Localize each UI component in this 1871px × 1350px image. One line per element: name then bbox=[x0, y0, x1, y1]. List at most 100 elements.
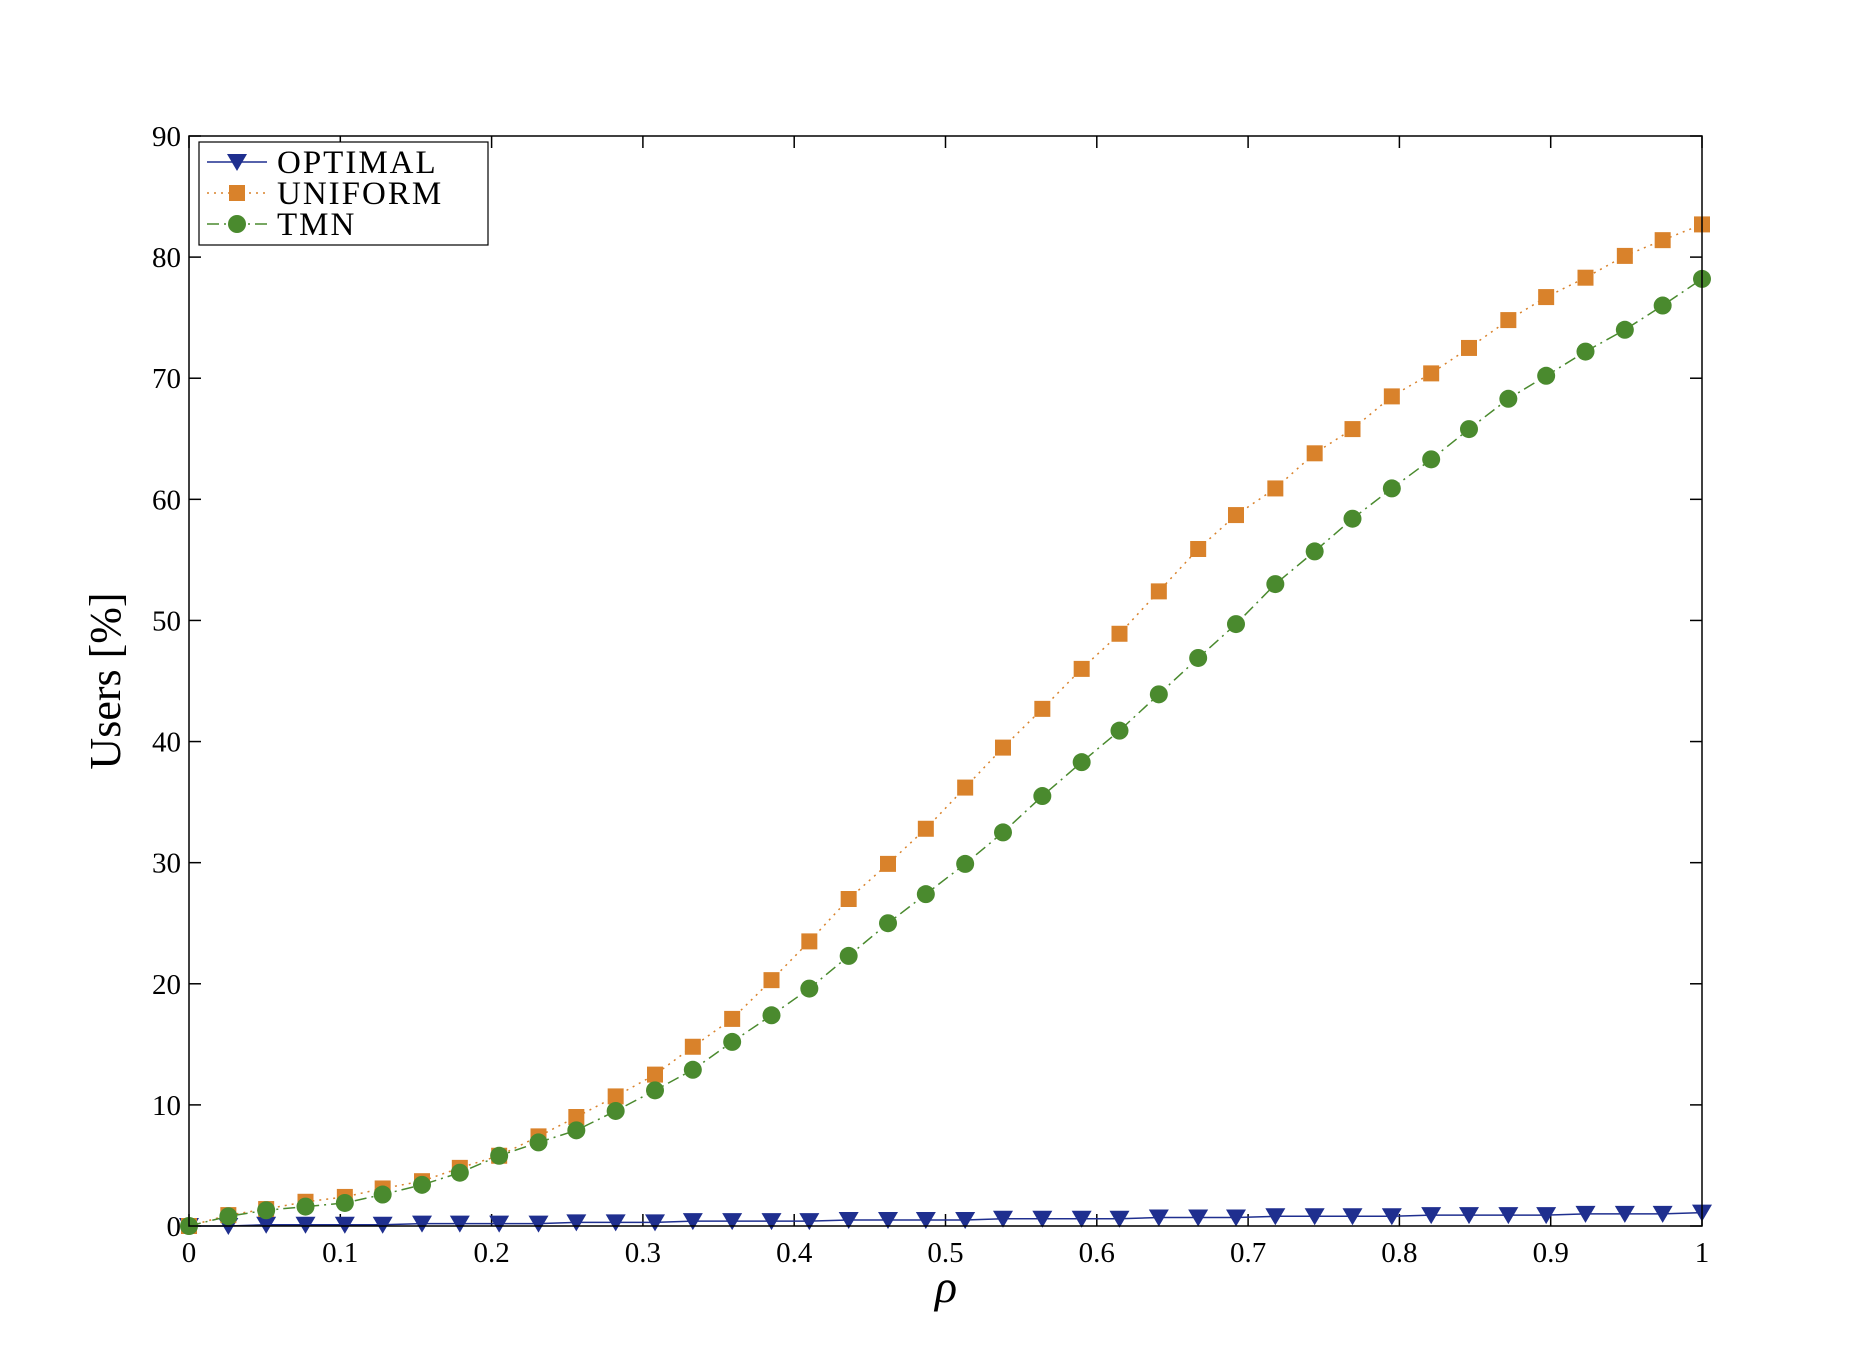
data-point bbox=[1499, 389, 1518, 408]
data-point bbox=[1614, 1205, 1635, 1223]
legend-label: TMN bbox=[277, 207, 356, 243]
data-point bbox=[1421, 1207, 1442, 1225]
legend-marker bbox=[229, 185, 245, 201]
data-point bbox=[1110, 721, 1129, 740]
data-point bbox=[449, 1215, 470, 1233]
y-tick-label: 30 bbox=[152, 848, 181, 880]
data-point bbox=[413, 1175, 432, 1194]
data-point bbox=[1149, 685, 1168, 704]
y-tick-label: 90 bbox=[152, 121, 181, 153]
y-axis-label: Users [%] bbox=[81, 592, 130, 769]
data-point bbox=[528, 1215, 549, 1233]
data-point bbox=[1072, 753, 1091, 772]
y-tick-label: 60 bbox=[152, 484, 181, 516]
data-point bbox=[567, 1121, 586, 1140]
data-point bbox=[1383, 388, 1400, 405]
data-point bbox=[1111, 625, 1128, 642]
series-line bbox=[188, 223, 1703, 1227]
data-point bbox=[761, 1213, 782, 1231]
legend-label: OPTIMAL bbox=[277, 145, 438, 181]
data-point bbox=[839, 946, 858, 965]
y-tick-label: 70 bbox=[152, 363, 181, 395]
data-point bbox=[1615, 320, 1634, 339]
y-tick-label: 10 bbox=[152, 1090, 181, 1122]
data-point bbox=[722, 1213, 743, 1231]
data-point bbox=[1498, 1207, 1519, 1225]
x-tick-label: 0.2 bbox=[473, 1237, 509, 1269]
data-point bbox=[955, 1211, 976, 1229]
data-point bbox=[1073, 660, 1090, 677]
data-point bbox=[1577, 269, 1594, 286]
data-point bbox=[647, 1066, 664, 1083]
data-point bbox=[915, 1211, 936, 1229]
legend-label: UNIFORM bbox=[277, 176, 443, 212]
data-point bbox=[724, 1010, 741, 1027]
data-point bbox=[1109, 1210, 1130, 1228]
data-point bbox=[1265, 1208, 1286, 1226]
data-point bbox=[607, 1088, 624, 1105]
data-point bbox=[800, 979, 819, 998]
data-point bbox=[1225, 1209, 1246, 1227]
data-point bbox=[1536, 1207, 1557, 1225]
data-point bbox=[684, 1038, 701, 1055]
data-point bbox=[412, 1215, 433, 1233]
data-point bbox=[1422, 450, 1441, 469]
data-point bbox=[1538, 289, 1555, 306]
data-point bbox=[1423, 365, 1440, 382]
data-point bbox=[605, 1214, 626, 1232]
data-point bbox=[606, 1101, 625, 1120]
data-point bbox=[840, 891, 857, 907]
series-line bbox=[189, 1211, 1703, 1227]
data-point bbox=[683, 1060, 702, 1079]
y-tick-label: 0 bbox=[167, 1211, 182, 1243]
data-point bbox=[257, 1201, 276, 1220]
data-point bbox=[645, 1214, 666, 1232]
data-point bbox=[1189, 648, 1208, 667]
data-point bbox=[1381, 1208, 1402, 1226]
data-point bbox=[762, 1006, 781, 1025]
data-point bbox=[450, 1163, 469, 1182]
data-point bbox=[296, 1197, 315, 1216]
data-point bbox=[1267, 480, 1284, 497]
data-point bbox=[1343, 509, 1362, 528]
data-point bbox=[1537, 366, 1556, 385]
data-point bbox=[568, 1109, 585, 1125]
x-tick-label: 0.1 bbox=[322, 1237, 358, 1269]
x-tick-label: 0.8 bbox=[1381, 1237, 1417, 1269]
data-point bbox=[763, 972, 780, 989]
x-tick-label: 0 bbox=[182, 1237, 197, 1269]
data-point bbox=[992, 1210, 1013, 1228]
data-point bbox=[1227, 507, 1244, 524]
x-tick-label: 0.6 bbox=[1079, 1237, 1115, 1269]
data-point bbox=[373, 1185, 392, 1204]
data-point bbox=[646, 1081, 665, 1100]
data-point bbox=[682, 1213, 703, 1231]
data-point bbox=[566, 1214, 587, 1232]
x-axis-label: ρ bbox=[933, 1261, 957, 1312]
data-point bbox=[1459, 420, 1478, 439]
data-point bbox=[1382, 479, 1401, 498]
data-point bbox=[1190, 540, 1207, 557]
y-tick-label: 80 bbox=[152, 242, 181, 274]
data-point bbox=[1342, 1208, 1363, 1226]
data-point bbox=[1188, 1209, 1209, 1227]
data-point bbox=[838, 1211, 859, 1229]
legend-marker bbox=[228, 215, 246, 233]
data-point bbox=[1460, 339, 1477, 356]
data-point bbox=[219, 1207, 238, 1226]
data-point bbox=[993, 823, 1012, 842]
plot-frame bbox=[188, 135, 1703, 1227]
legend-marker bbox=[227, 154, 247, 171]
data-point bbox=[1034, 700, 1051, 717]
data-point bbox=[1266, 575, 1285, 594]
y-tick-label: 20 bbox=[152, 969, 181, 1001]
data-point bbox=[1500, 312, 1517, 329]
data-point bbox=[1576, 342, 1595, 361]
data-point bbox=[1653, 296, 1672, 315]
data-point bbox=[880, 855, 897, 872]
data-point bbox=[956, 854, 975, 873]
data-point bbox=[878, 1211, 899, 1229]
